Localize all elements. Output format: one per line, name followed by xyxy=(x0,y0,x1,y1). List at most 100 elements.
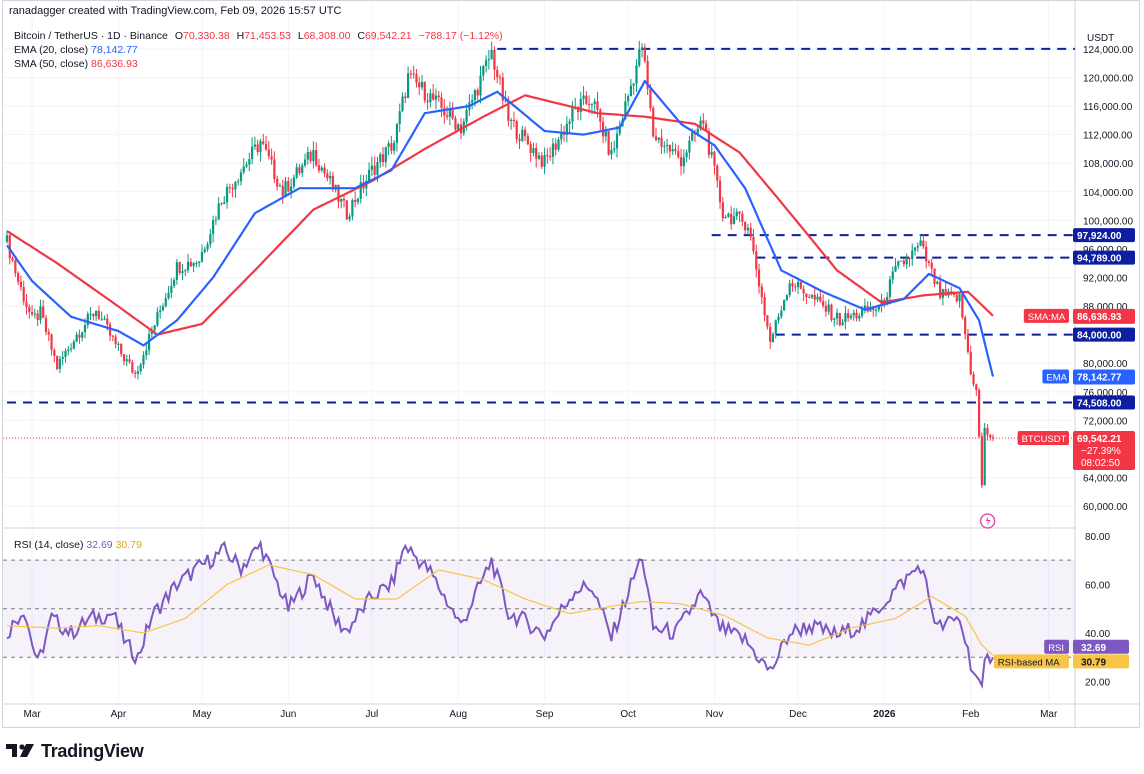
candle-body xyxy=(755,251,758,270)
candle-body xyxy=(766,315,769,327)
candle-body xyxy=(83,325,87,333)
candle-body xyxy=(159,310,162,312)
rsi-line xyxy=(6,539,994,689)
candle-body xyxy=(604,131,607,137)
candle-body xyxy=(911,250,914,260)
candle-body xyxy=(679,157,683,167)
price-tick-label: 104,000.00 xyxy=(1083,188,1133,199)
candle-body xyxy=(897,261,900,266)
level-price-tag-text: 84,000.00 xyxy=(1077,331,1122,342)
candle-body xyxy=(771,333,775,342)
candle-body xyxy=(306,152,309,160)
candle-body xyxy=(317,165,321,171)
candle-body xyxy=(42,306,45,318)
candle-body xyxy=(178,262,181,274)
candle-body xyxy=(727,213,730,218)
ohlc-low-label: L xyxy=(297,30,304,42)
sma-50-line xyxy=(6,94,994,336)
candle-body xyxy=(975,384,978,390)
level-price-tag xyxy=(1073,327,1135,342)
candle-body xyxy=(746,227,750,231)
sma-legend-row[interactable]: SMA (50, close) 86,636.93 xyxy=(14,57,503,71)
candle-body xyxy=(103,318,106,320)
price-tick-label: 116,000.00 xyxy=(1083,102,1133,113)
price-tag-label-box xyxy=(1023,308,1069,323)
time-tick-label: Mar xyxy=(1040,709,1058,720)
candle-body xyxy=(627,96,630,102)
candle-body xyxy=(384,147,387,163)
candle-body xyxy=(930,262,933,269)
candle-body xyxy=(290,186,293,192)
candle-body xyxy=(173,280,176,286)
candle-body xyxy=(167,292,170,299)
level-price-tag xyxy=(1073,250,1135,265)
price-tick-label: 124,000.00 xyxy=(1083,45,1133,56)
candle-body xyxy=(28,307,31,312)
candle-body xyxy=(387,143,390,148)
candle-body xyxy=(412,73,415,75)
candle-body xyxy=(86,313,89,326)
price-tag xyxy=(1073,308,1135,324)
candle-body xyxy=(874,309,878,311)
candle-body xyxy=(440,97,443,108)
candle-body xyxy=(390,143,393,151)
candle-body xyxy=(844,313,847,323)
candle-body xyxy=(340,198,343,202)
rsi-legend-row[interactable]: RSI (14, close) 32.69 30.79 xyxy=(14,539,142,551)
candle-body xyxy=(615,133,619,149)
ema-value: 78,142.77 xyxy=(91,44,138,56)
candle-body xyxy=(796,281,800,288)
ohlc-close: 69,542.21 xyxy=(364,30,412,42)
brand-footer: TradingView xyxy=(6,740,144,762)
candle-body xyxy=(30,311,34,314)
candle-body xyxy=(986,427,989,435)
candle-body xyxy=(496,69,499,78)
candle-body xyxy=(95,310,98,317)
candle-body xyxy=(688,140,691,153)
candle-body xyxy=(39,306,42,320)
candle-body xyxy=(192,263,195,267)
candle-body xyxy=(977,389,981,437)
candle-body xyxy=(298,167,301,173)
sma-value: 86,636.93 xyxy=(91,58,138,70)
ema-legend-row[interactable]: EMA (20, close) 78,142.77 xyxy=(14,43,503,57)
candle-body xyxy=(320,167,323,171)
ema-label: EMA (20, close) xyxy=(14,44,89,56)
candle-body xyxy=(847,313,850,319)
rsi-tag xyxy=(1073,639,1129,654)
symbol-name[interactable]: Bitcoin / TetherUS · 1D · Binance xyxy=(14,30,168,42)
candle-body xyxy=(487,59,490,61)
candle-body xyxy=(716,165,719,181)
candle-body xyxy=(136,371,140,374)
rsi-tag-label-box xyxy=(993,654,1069,669)
candle-body xyxy=(713,151,716,166)
candle-body xyxy=(206,244,209,250)
candle-body xyxy=(181,271,184,274)
candle-body xyxy=(267,149,270,157)
candle-body xyxy=(810,295,814,298)
candle-body xyxy=(337,184,340,202)
candle-body xyxy=(593,101,596,105)
time-tick-label: Sep xyxy=(536,709,554,720)
ohlc-open: 70,330.38 xyxy=(182,30,230,42)
candle-body xyxy=(214,219,218,221)
candle-body xyxy=(248,159,251,165)
candle-body xyxy=(710,151,713,155)
price-tag-extra: 08:02:50 xyxy=(1081,458,1120,469)
candle-body xyxy=(19,281,23,288)
rsi-label: RSI (14, close) xyxy=(14,539,84,551)
candle-body xyxy=(401,96,404,112)
rsi-tick-label: 20.00 xyxy=(1085,678,1110,689)
candle-body xyxy=(521,129,524,141)
candle-body xyxy=(72,341,75,349)
candle-body xyxy=(47,331,50,335)
candle-body xyxy=(395,124,399,143)
candle-body xyxy=(526,136,529,145)
candle-body xyxy=(92,313,95,317)
candle-body xyxy=(376,162,379,175)
time-tick-label: Feb xyxy=(962,709,980,720)
rsi-tag-value: 30.79 xyxy=(1081,657,1106,668)
candle-body xyxy=(674,149,677,152)
time-tick-label: Dec xyxy=(789,709,807,720)
